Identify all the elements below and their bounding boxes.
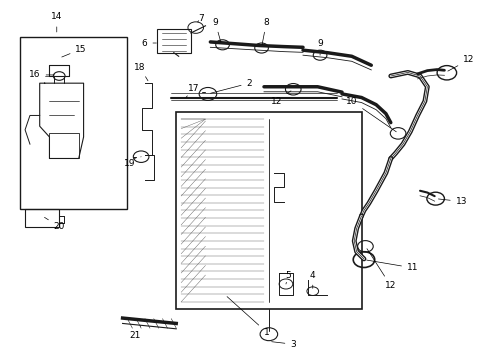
Text: 12: 12 — [366, 249, 396, 290]
Text: 13: 13 — [438, 197, 466, 206]
Bar — [176, 112, 361, 309]
Text: 19: 19 — [124, 157, 141, 168]
Text: 5: 5 — [285, 270, 291, 284]
Text: 11: 11 — [366, 260, 418, 273]
Text: 12: 12 — [270, 91, 290, 105]
Bar — [49, 134, 79, 158]
Text: 7: 7 — [197, 14, 203, 23]
Text: 9: 9 — [212, 18, 221, 42]
Text: 14: 14 — [51, 12, 62, 32]
Text: 17: 17 — [185, 84, 199, 98]
Text: 15: 15 — [61, 45, 87, 57]
Text: 12: 12 — [447, 55, 473, 71]
Text: 18: 18 — [134, 63, 148, 81]
Text: 1: 1 — [226, 297, 269, 337]
Text: 4: 4 — [309, 270, 315, 288]
Bar — [157, 30, 190, 53]
Text: 16: 16 — [29, 71, 54, 80]
Text: 21: 21 — [129, 326, 141, 341]
Text: 2: 2 — [210, 79, 252, 93]
Bar — [25, 209, 59, 226]
Text: 6: 6 — [142, 39, 156, 48]
Text: 8: 8 — [262, 18, 269, 45]
Text: 9: 9 — [317, 39, 322, 55]
Text: 3: 3 — [271, 340, 296, 349]
Bar — [20, 37, 127, 209]
Text: 20: 20 — [44, 217, 65, 231]
Text: 10: 10 — [346, 96, 395, 132]
